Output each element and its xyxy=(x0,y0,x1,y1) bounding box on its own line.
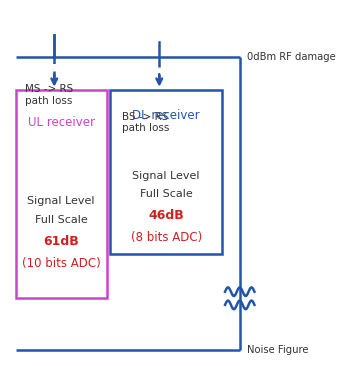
Text: (10 bits ADC): (10 bits ADC) xyxy=(22,257,101,270)
Text: BS -> RS
path loss: BS -> RS path loss xyxy=(122,112,170,133)
Text: (8 bits ADC): (8 bits ADC) xyxy=(131,231,202,244)
Text: MS -> RS
path loss: MS -> RS path loss xyxy=(25,84,73,106)
Text: Noise Figure: Noise Figure xyxy=(247,344,308,355)
Text: 0dBm RF damage: 0dBm RF damage xyxy=(247,52,336,62)
Bar xyxy=(16,90,107,298)
Text: UL receiver: UL receiver xyxy=(28,116,95,129)
Text: DL receiver: DL receiver xyxy=(132,109,200,122)
Text: 46dB: 46dB xyxy=(148,209,184,223)
Text: Signal Level: Signal Level xyxy=(28,196,95,206)
Text: Signal Level: Signal Level xyxy=(133,171,200,181)
Text: Full Scale: Full Scale xyxy=(35,214,88,225)
Text: Full Scale: Full Scale xyxy=(140,189,192,199)
Bar xyxy=(110,90,222,254)
Text: 61dB: 61dB xyxy=(43,235,79,248)
